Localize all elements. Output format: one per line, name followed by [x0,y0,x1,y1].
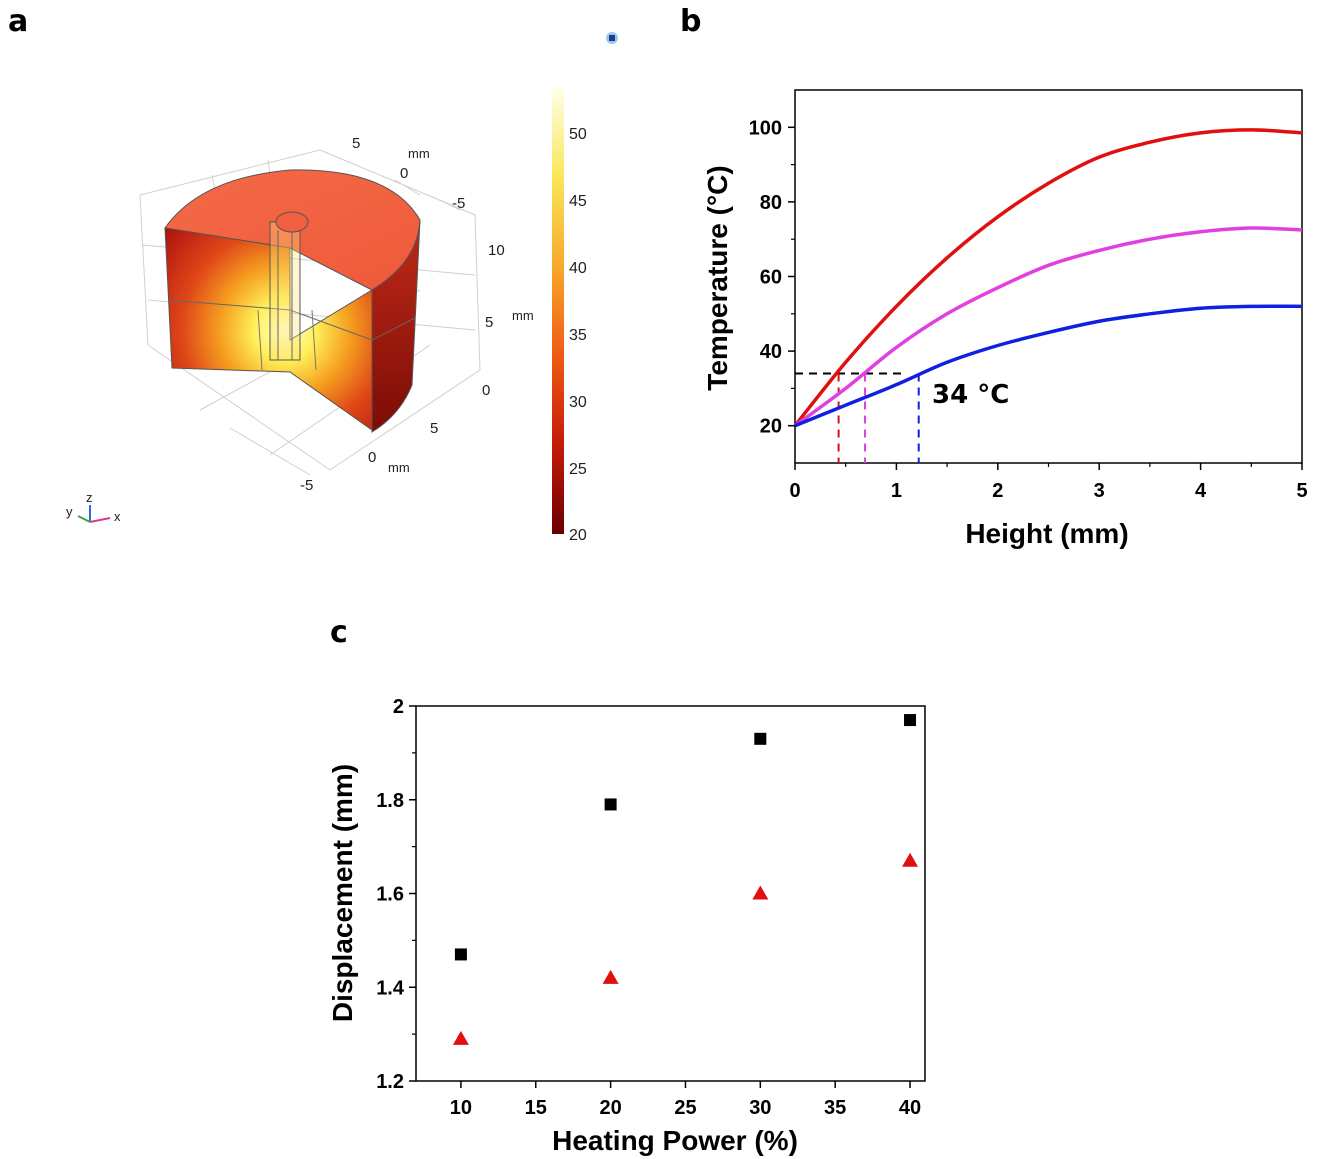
y-tick-label: 1.8 [376,790,404,812]
y-tick-label: 100 [749,117,782,139]
x-tick-label: 20 [599,1097,621,1119]
colorbar-tick-label: 45 [569,193,587,210]
axis-label: 5 [352,135,360,152]
axis-triad: y z x [66,490,121,524]
data-point-triangle [602,969,619,984]
y-tick-label: 40 [760,341,782,363]
panel-label-b: b [680,4,702,39]
x-tick-label: 15 [525,1097,547,1119]
svg-text:z: z [86,490,93,505]
x-tick-label: 1 [891,480,902,502]
colorbar-tick-label: 50 [569,126,587,143]
colorbar: 50 45 40 35 30 25 20 [552,88,587,544]
x-tick-label: 3 [1094,480,1105,502]
colorbar-tick-label: 30 [569,394,587,411]
series-line [793,226,1303,428]
threshold-annotation: 34 °C [932,380,1009,410]
data-point-square [604,798,617,811]
svg-text:x: x [114,509,121,524]
y-tick-label: 1.6 [376,884,404,906]
series-line [793,128,1303,427]
panel-label-a: a [8,4,29,39]
panel-a-3d-render: 5 mm 0 -5 10 5 mm 0 5 0 mm -5 y z x 50 45… [66,32,618,544]
x-tick-label: 2 [992,480,1003,502]
y-tick-label: 80 [760,192,782,214]
data-point-square [754,732,767,745]
axis-label: 0 [400,165,408,182]
axis-label: -5 [452,195,465,212]
plot-frame [415,705,926,1082]
x-tick-label: 10 [450,1097,472,1119]
colorbar-tick-label: 35 [569,327,587,344]
data-point-triangle [752,885,769,900]
x-tick-label: 25 [674,1097,696,1119]
series-line [794,304,1303,428]
x-tick-label: 35 [824,1097,846,1119]
axis-label: 5 [430,420,438,437]
x-tick-label: 4 [1195,480,1207,502]
y-tick-label: 2 [393,696,404,718]
axis-label: 0 [368,449,376,466]
svg-text:y: y [66,504,73,519]
data-point-triangle [902,852,919,867]
y-tick-label: 60 [760,267,782,289]
x-tick-label: 5 [1296,480,1307,502]
x-axis-label: Heating Power (%) [552,1125,798,1156]
data-point-square [454,948,467,961]
axis-unit: mm [388,460,410,475]
x-tick-label: 40 [899,1097,921,1119]
colorbar-tick-label: 40 [569,260,587,277]
x-tick-label: 30 [749,1097,771,1119]
axis-label: 5 [485,314,493,331]
y-tick-label: 20 [760,416,782,438]
x-axis-label: Height (mm) [965,518,1128,549]
y-tick-label: 1.4 [376,977,405,999]
axis-label: 0 [482,382,490,399]
axis-label: 10 [488,242,505,259]
panel-label-c: c [330,615,348,650]
axis-unit: mm [408,146,430,161]
colorbar-tick-label: 25 [569,461,587,478]
y-tick-label: 1.2 [376,1071,404,1093]
render-indicator-icon [606,32,618,44]
colorbar-tick-label: 20 [569,527,587,544]
data-point-square [904,714,917,727]
axis-unit: mm [512,308,534,323]
axis-label: -5 [300,477,313,494]
data-point-triangle [452,1030,469,1045]
x-tick-label: 0 [789,480,800,502]
y-axis-label: Displacement (mm) [327,764,358,1022]
temperature-line-chart: Height (mm) Temperature (°C) 34 °C 0 1 2 3 4… [702,89,1308,549]
y-axis-label: Temperature (°C) [702,165,733,390]
